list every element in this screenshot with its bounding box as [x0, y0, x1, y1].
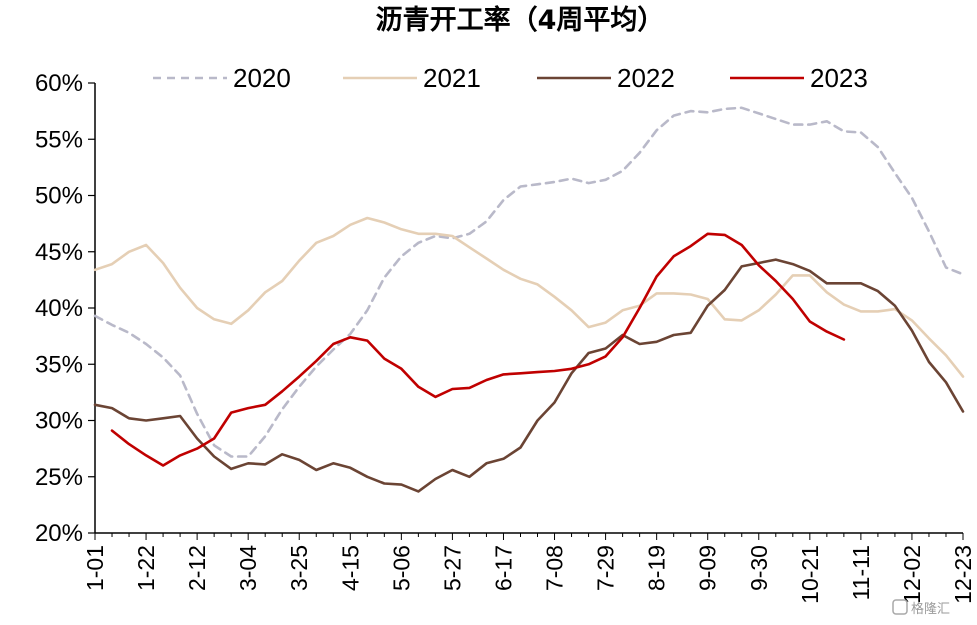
series-lines — [93, 106, 965, 493]
x-tick-label: 12-02 — [899, 545, 925, 604]
y-tick-label: 45% — [35, 239, 83, 266]
x-tick-label: 7-08 — [542, 545, 568, 591]
x-tick-label: 9-09 — [695, 545, 721, 591]
legend-label-2021: 2021 — [423, 63, 481, 93]
y-axis-ticks: 60% 55% 50% 45% 40% 35% 30% 25% 20% — [35, 70, 95, 547]
y-tick-label: 30% — [35, 408, 83, 435]
series-line-2023 — [110, 232, 846, 467]
y-tick-label: 40% — [35, 295, 83, 322]
series-line-2021 — [93, 216, 965, 378]
x-tick-label: 2-12 — [184, 545, 210, 591]
y-tick-label: 60% — [35, 70, 83, 97]
y-tick-label: 20% — [35, 520, 83, 547]
x-tick-label: 4-15 — [337, 545, 363, 591]
x-tick-label: 5-06 — [388, 545, 414, 591]
y-tick-label: 55% — [35, 126, 83, 153]
x-tick-label: 3-04 — [235, 545, 261, 591]
x-tick-label: 11-11 — [848, 545, 874, 600]
x-tick-label: 8-19 — [644, 545, 670, 591]
x-tick-label: 5-27 — [439, 545, 465, 591]
x-tick-label: 3-25 — [286, 545, 312, 591]
chart-title: 沥青开工率（4周平均） — [376, 4, 665, 36]
series-line-2020 — [93, 106, 965, 458]
legend: 2020 2021 2022 2023 — [153, 63, 868, 93]
legend-label-2022: 2022 — [617, 63, 675, 93]
watermark-text: 格隆汇 — [911, 601, 950, 617]
legend-label-2023: 2023 — [810, 63, 868, 93]
legend-label-2020: 2020 — [233, 63, 291, 93]
x-axis-ticks: 1-01 1-22 2-12 3-04 3-25 4-15 5-06 5-27 6-17 7-08… — [82, 533, 976, 604]
y-tick-label: 25% — [35, 464, 83, 491]
x-tick-label: 12-23 — [950, 545, 976, 604]
watermark: 格隆汇 — [892, 599, 950, 617]
x-tick-label: 6-17 — [490, 545, 516, 591]
x-tick-label: 1-22 — [133, 545, 159, 591]
series-line-2022 — [93, 258, 965, 493]
x-tick-label: 1-01 — [82, 545, 108, 591]
y-tick-label: 35% — [35, 351, 83, 378]
x-tick-label: 7-29 — [593, 545, 619, 591]
x-tick-label: 9-30 — [746, 545, 772, 591]
watermark-logo-icon — [892, 599, 908, 615]
x-tick-label: 10-21 — [797, 545, 823, 604]
y-tick-label: 50% — [35, 183, 83, 210]
